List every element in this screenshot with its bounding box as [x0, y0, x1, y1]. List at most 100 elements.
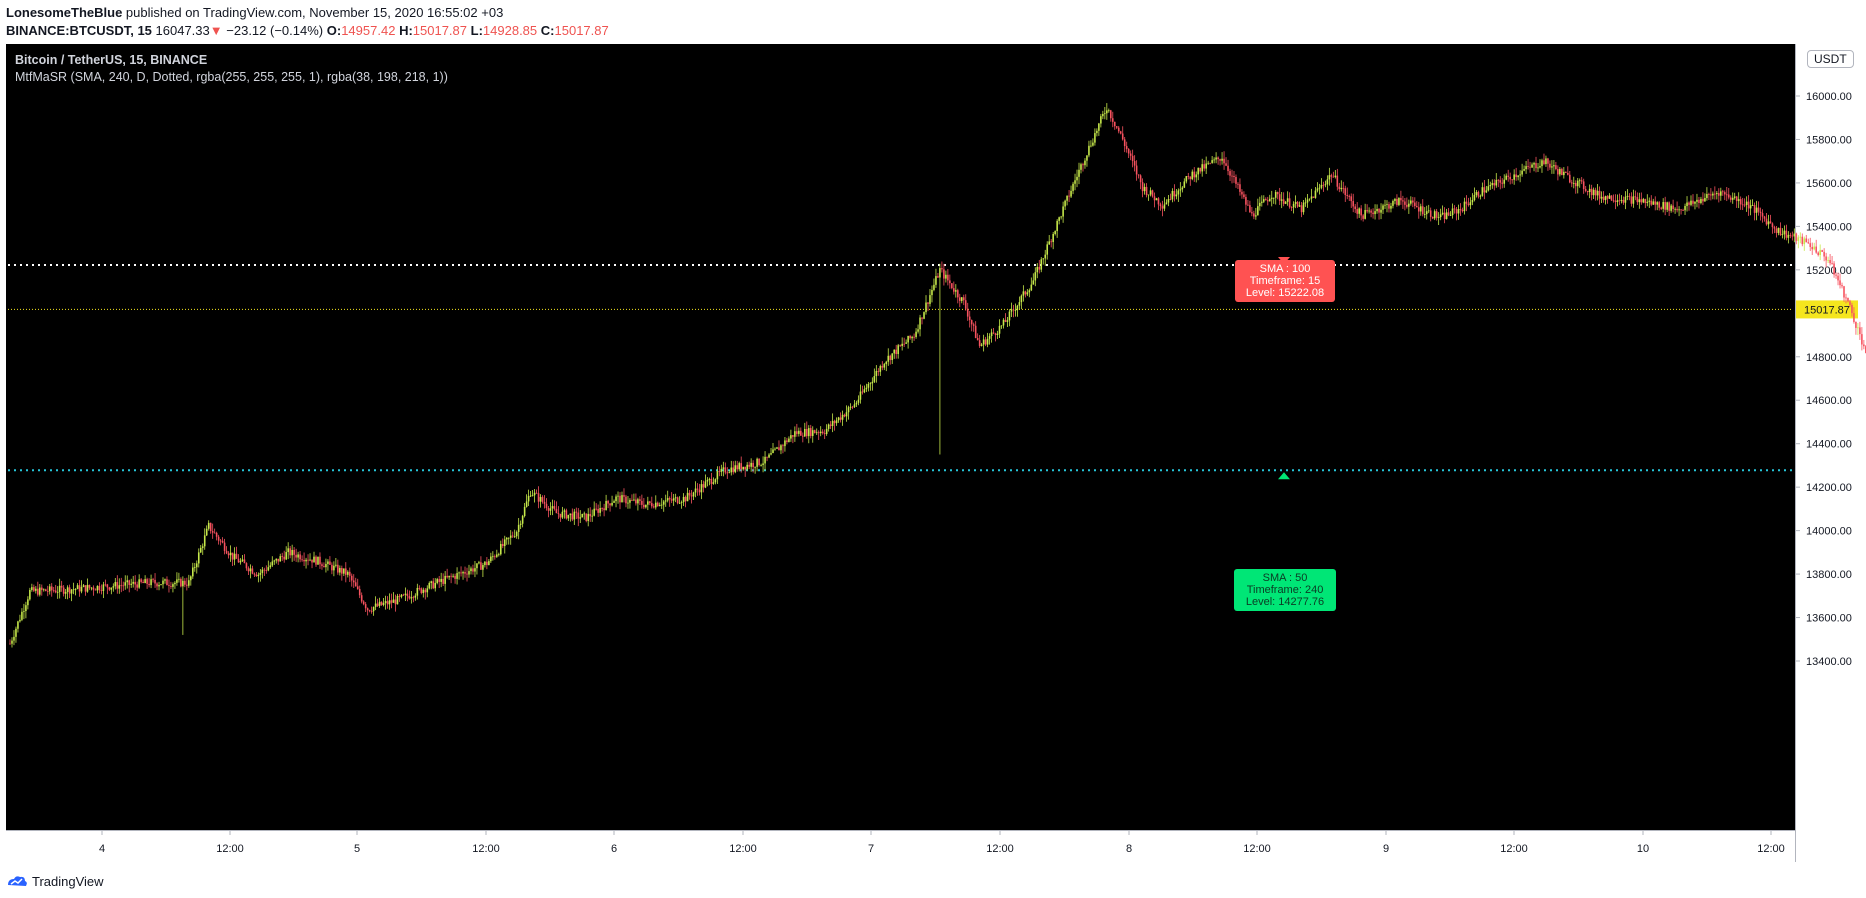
candle-body	[1215, 157, 1217, 160]
candle-body	[1435, 211, 1438, 218]
candle-body	[889, 355, 892, 361]
candle-body	[746, 464, 748, 470]
candle-body	[1845, 297, 1847, 299]
candle-body	[1499, 180, 1502, 183]
candle-body	[1475, 192, 1478, 195]
candle-body	[802, 435, 804, 437]
candle-body	[1183, 181, 1186, 188]
time-axis[interactable]	[6, 830, 1795, 863]
candle-body	[1406, 204, 1408, 207]
candle-body	[1038, 266, 1041, 270]
candle-body	[1121, 133, 1124, 140]
candle-body	[736, 465, 739, 470]
candle-body	[1306, 199, 1309, 203]
candle-body	[174, 582, 176, 585]
candle-body	[1338, 186, 1341, 190]
candle-body	[1429, 210, 1432, 217]
candle-body	[1527, 166, 1529, 167]
candle-body	[333, 565, 335, 571]
candle-body	[1539, 166, 1541, 168]
candle-body	[1090, 145, 1092, 147]
candle-body	[170, 586, 172, 587]
open-value: 14957.42	[341, 23, 396, 38]
candle-body	[76, 585, 79, 590]
currency-badge[interactable]: USDT	[1807, 50, 1854, 68]
time-tick-label: 8	[1126, 843, 1132, 855]
candle-body	[1235, 177, 1237, 184]
price-tick-label: 15200.00	[1806, 265, 1852, 277]
brand-name[interactable]: TradingView	[32, 873, 104, 889]
candle-body	[1412, 200, 1414, 203]
author-name[interactable]: LonesomeTheBlue	[6, 5, 123, 20]
candle-body	[1177, 190, 1180, 195]
candle-body	[1769, 221, 1772, 224]
candle-body	[470, 568, 472, 572]
candle-body	[160, 584, 162, 586]
candle-body	[623, 495, 625, 497]
candle-body	[591, 515, 593, 517]
price-tick-label: 15800.00	[1806, 134, 1852, 146]
candle-body	[1596, 190, 1599, 196]
candle-body	[658, 504, 661, 506]
candle-body	[321, 564, 323, 567]
candle-body	[1268, 198, 1271, 202]
candle-body	[1233, 175, 1235, 178]
candle-body	[62, 587, 65, 594]
candle-body	[313, 556, 315, 563]
candle-body	[50, 586, 53, 591]
candle-body	[150, 579, 152, 586]
candle-body	[1731, 197, 1734, 200]
candle-body	[492, 556, 494, 558]
candle-body	[277, 558, 280, 562]
candle-body	[1165, 202, 1168, 205]
candle-body	[412, 597, 415, 599]
candle-body	[460, 572, 462, 574]
candle-body	[1324, 184, 1327, 186]
candle-body	[1809, 243, 1812, 247]
candle-body	[456, 573, 458, 579]
candle-body	[1519, 174, 1521, 176]
candle-body	[35, 588, 37, 591]
candle-body	[956, 290, 959, 298]
candle-body	[180, 578, 182, 587]
candle-body	[331, 564, 333, 571]
candle-body	[794, 431, 796, 437]
indicator-label[interactable]: MtfMaSR (SMA, 240, D, Dotted, rgba(255, …	[15, 70, 448, 84]
close-label: C:	[540, 23, 555, 38]
candle-body	[907, 335, 909, 343]
candle-body	[1580, 180, 1583, 182]
candle-body	[647, 501, 649, 505]
candle-body	[631, 499, 633, 501]
candle-body	[752, 462, 754, 468]
candle-body	[1344, 188, 1347, 195]
candle-body	[1813, 246, 1815, 250]
candle-body	[1288, 198, 1291, 208]
candle-body	[1690, 200, 1692, 205]
candle-body	[1793, 233, 1796, 237]
candle-body	[1608, 195, 1611, 199]
candle-body	[86, 584, 89, 592]
candle-body	[1328, 175, 1331, 180]
price-tick-label: 14400.00	[1806, 439, 1852, 451]
candle-body	[94, 589, 97, 591]
candle-body	[1797, 237, 1800, 241]
candle-body	[15, 628, 17, 637]
candle-body	[933, 284, 935, 290]
candle-body	[1255, 215, 1257, 217]
candle-body	[1247, 204, 1249, 206]
candle-body	[1195, 174, 1198, 178]
candle-body	[1179, 189, 1182, 191]
low-value: 14928.85	[482, 23, 538, 38]
candle-body	[1453, 208, 1456, 210]
candle-body	[1622, 199, 1625, 203]
price-axis[interactable]	[1795, 44, 1859, 862]
candle-body	[1459, 209, 1462, 210]
candle-body	[289, 548, 291, 556]
candle-body	[1775, 228, 1778, 233]
candle-body	[364, 604, 367, 609]
candle-body	[815, 432, 818, 434]
candle-body	[569, 513, 572, 515]
candle-body	[1316, 188, 1319, 191]
candle-body	[1390, 205, 1392, 209]
candle-body	[641, 500, 643, 505]
